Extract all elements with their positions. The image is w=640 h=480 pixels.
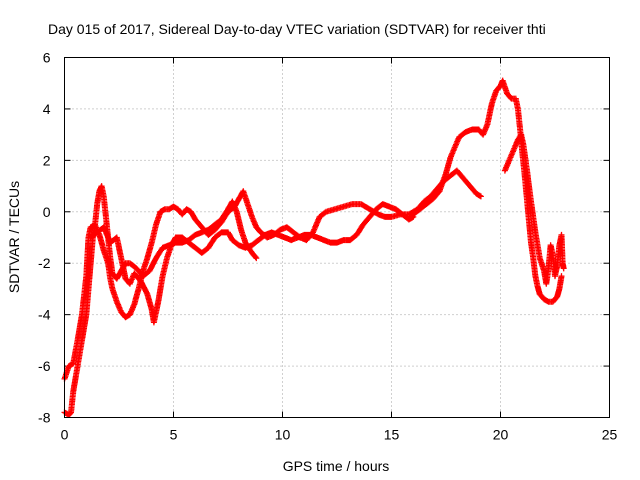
data-series-arc-5	[501, 131, 567, 287]
x-tick-label: 10	[275, 427, 291, 443]
x-tick-label: 0	[61, 427, 69, 443]
x-axis-title: GPS time / hours	[283, 458, 390, 474]
data-point-markers	[501, 131, 567, 287]
data-series-arc-3	[87, 201, 417, 326]
y-tick-label: -4	[38, 307, 51, 323]
y-tick-label: 6	[43, 50, 51, 66]
grid	[64, 57, 610, 418]
y-tick-labels: -8 -6 -4 -2 0 2 4 6	[38, 50, 51, 426]
y-tick-label: 0	[43, 204, 51, 220]
x-tick-labels: 0 5 10 15 20 25	[61, 427, 618, 443]
y-axis-title: SDTVAR / TECUs	[6, 181, 22, 293]
x-tick-label: 25	[602, 427, 618, 443]
y-tick-label: 4	[43, 101, 51, 117]
y-tick-label: 2	[43, 152, 51, 168]
data-marks	[61, 77, 567, 418]
y-tick-label: -8	[38, 410, 51, 426]
y-tick-label: -6	[38, 358, 51, 374]
x-tick-label: 5	[170, 427, 178, 443]
chart-title: Day 015 of 2017, Sidereal Day-to-day VTE…	[48, 21, 546, 37]
plot-frame	[64, 57, 610, 418]
data-point-markers	[87, 201, 417, 326]
y-tick-label: -2	[38, 255, 51, 271]
x-tick-label: 20	[493, 427, 509, 443]
x-tick-label: 15	[384, 427, 400, 443]
